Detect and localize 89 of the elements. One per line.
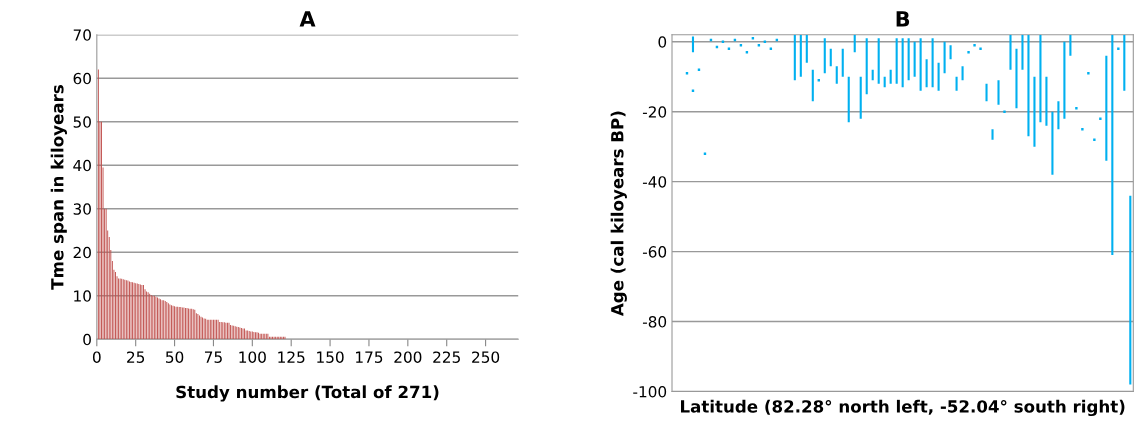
point [1087, 72, 1090, 75]
y-tick-label: 70 [73, 29, 91, 41]
point [973, 44, 976, 47]
bar [805, 34, 808, 63]
bar [1063, 41, 1066, 119]
bar [1105, 55, 1108, 161]
point [1093, 138, 1096, 141]
bar [907, 38, 910, 81]
bar [865, 38, 868, 95]
x-axis-title: Latitude (82.28° north left, -52.04° south right) [681, 399, 1125, 417]
bar [889, 69, 892, 84]
x-tick-label: 100 [239, 351, 266, 363]
bar [949, 45, 952, 60]
bar [943, 41, 946, 74]
bar [1009, 34, 1012, 70]
y-tick-label: 0 [658, 36, 667, 48]
bar [997, 80, 1000, 105]
x-axis-title: Study number (Total of 271) [176, 385, 439, 402]
x-tick-label: 0 [92, 351, 101, 363]
bar [835, 66, 838, 84]
point [1003, 110, 1006, 113]
bar [841, 48, 844, 77]
bar [985, 83, 988, 102]
y-tick-label: 40 [73, 159, 91, 172]
x-tick-label: 175 [356, 351, 383, 363]
x-tick-label: 75 [204, 351, 222, 363]
bar [991, 129, 994, 140]
y-tick-label: 10 [74, 290, 91, 302]
point [703, 152, 707, 155]
bar [961, 66, 964, 81]
x-tick-label: 25 [127, 351, 145, 363]
x-tick-label: 150 [317, 351, 344, 363]
point [979, 47, 982, 50]
y-tick-label: 60 [73, 72, 91, 85]
bar [1027, 34, 1030, 137]
point [1081, 128, 1084, 131]
bar [1129, 195, 1132, 385]
bar [1021, 34, 1024, 70]
bar [1051, 111, 1054, 175]
y-axis-title: Tme span in kiloyears [50, 85, 67, 290]
y-tick-label: 0 [83, 333, 91, 346]
bar [901, 38, 904, 88]
bar [883, 76, 886, 88]
bar [919, 38, 922, 91]
bar [871, 69, 874, 81]
bar [1045, 76, 1048, 126]
chart-title: A [299, 11, 316, 27]
bar [913, 41, 916, 77]
point [967, 51, 970, 54]
bar [937, 62, 940, 91]
x-tick-label: 200 [394, 351, 422, 363]
bar [823, 38, 826, 74]
bar [1057, 101, 1060, 130]
bar [859, 76, 862, 119]
bar [955, 76, 958, 91]
point [1075, 107, 1078, 110]
bar [829, 48, 832, 67]
bar [931, 38, 934, 88]
bar [793, 34, 796, 81]
bar [895, 38, 898, 84]
x-tick-label: 50 [166, 351, 184, 363]
y-tick-label: 30 [73, 203, 91, 215]
bar [1033, 76, 1036, 147]
point [1099, 117, 1102, 120]
bar [877, 38, 880, 84]
bar [853, 34, 856, 53]
y-tick-label: -80 [642, 316, 667, 328]
bar [811, 69, 814, 102]
x-tick-label: 225 [433, 351, 460, 363]
bar [847, 76, 850, 123]
y-tick-label: -40 [642, 176, 667, 188]
x-tick-label: 250 [472, 351, 500, 363]
point [1117, 47, 1120, 50]
y-tick-label: 20 [73, 246, 91, 259]
bar [1039, 34, 1042, 123]
bar [1015, 48, 1018, 109]
y-axis-title: Age (cal kiloyears BP) [610, 111, 627, 317]
bar [1123, 34, 1126, 91]
y-tick-label: -60 [642, 246, 667, 258]
y-tick-label: -100 [633, 385, 667, 398]
y-tick-label: -20 [642, 106, 667, 118]
bar [1111, 34, 1114, 256]
chart-title: B [896, 11, 910, 27]
bar [799, 34, 802, 77]
bar [1069, 34, 1072, 56]
y-tick-label: 50 [73, 116, 91, 128]
bar [925, 59, 928, 88]
bar [691, 36, 695, 53]
x-tick-label: 125 [278, 351, 305, 363]
